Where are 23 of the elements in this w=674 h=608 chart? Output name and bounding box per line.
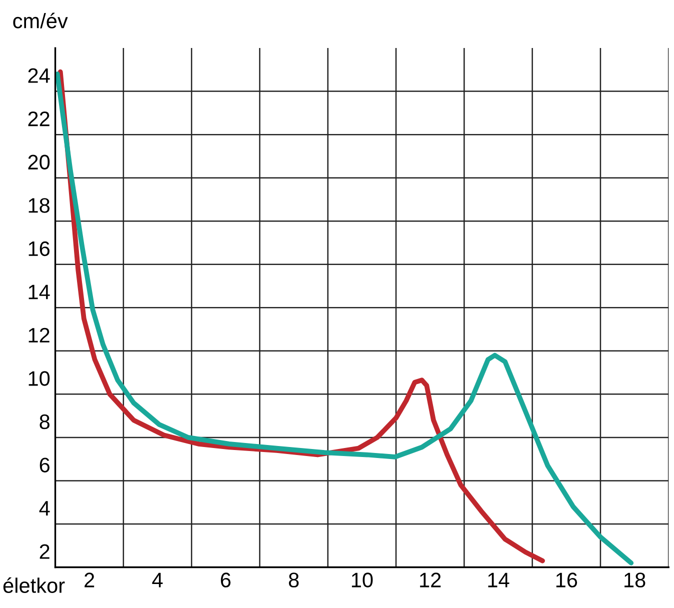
y-axis-title: cm/év bbox=[13, 12, 68, 28]
y-tick-label: 6 bbox=[40, 458, 50, 472]
y-tick-label: 24 bbox=[28, 68, 50, 83]
x-tick-label: 8 bbox=[288, 572, 299, 588]
x-tick-label: 2 bbox=[84, 572, 94, 588]
x-tick-label: 16 bbox=[556, 572, 578, 588]
y-tick-label: 20 bbox=[28, 154, 50, 170]
y-tick-label: 18 bbox=[28, 198, 50, 213]
x-tick-label: 14 bbox=[488, 572, 510, 588]
y-tick-label: 10 bbox=[28, 371, 50, 386]
y-tick-label: 4 bbox=[39, 501, 50, 516]
x-tick-label: 4 bbox=[152, 572, 163, 588]
y-tick-label: 12 bbox=[28, 328, 50, 342]
y-tick-label: 22 bbox=[28, 112, 50, 126]
y-tick-label: 8 bbox=[40, 414, 50, 430]
x-tick-label: 12 bbox=[420, 572, 441, 588]
y-tick-label: 2 bbox=[40, 544, 50, 559]
x-tick-label: 6 bbox=[220, 572, 231, 588]
x-tick-label: 10 bbox=[352, 572, 373, 588]
x-tick-label: 18 bbox=[624, 572, 646, 588]
x-axis-title: életkor bbox=[3, 577, 65, 593]
y-tick-label: 16 bbox=[28, 241, 50, 256]
y-tick-label: 14 bbox=[28, 284, 50, 300]
